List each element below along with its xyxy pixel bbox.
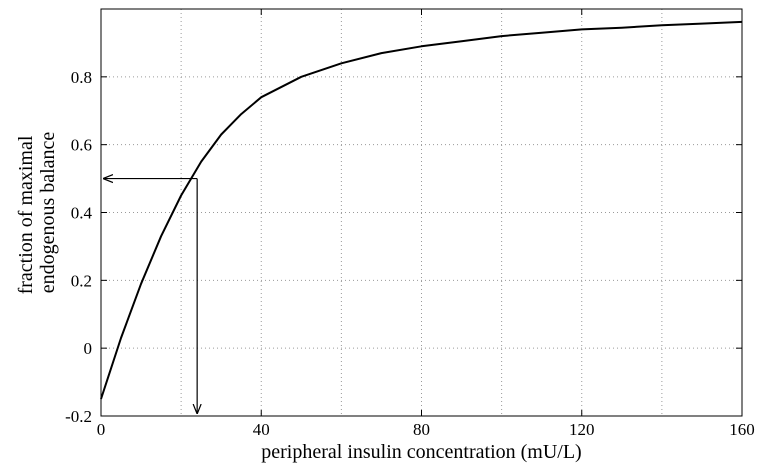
y-tick-label: 0.6 [71,136,92,155]
x-tick-label: 40 [253,420,270,439]
y-tick-label: 0.2 [71,271,92,290]
grid [101,9,742,416]
x-axis-label: peripheral insulin concentration (mU/L) [261,441,581,463]
y-tick-label: 0 [84,339,93,358]
x-tick-label: 120 [569,420,595,439]
x-tick-label: 160 [729,420,755,439]
y-axis-label-line-2: endogenous balance [37,132,59,294]
annotations [103,179,197,414]
y-axis-label-line-1: fraction of maximal [15,135,37,294]
plot-area [100,20,743,400]
tick-marks [100,9,743,417]
y-axis-label: fraction of maximal endogenous balance [15,131,59,295]
x-tick-label: 0 [97,420,106,439]
y-tick-label: 0.4 [71,204,93,223]
x-tick-label: 80 [413,420,430,439]
y-tick-label: -0.2 [65,407,92,426]
y-tick-label: 0.8 [71,68,92,87]
data-line [100,20,743,400]
tick-labels: 0 40 80 120 160 -0.2 0 0.2 0.4 0.6 0.8 [65,68,755,439]
